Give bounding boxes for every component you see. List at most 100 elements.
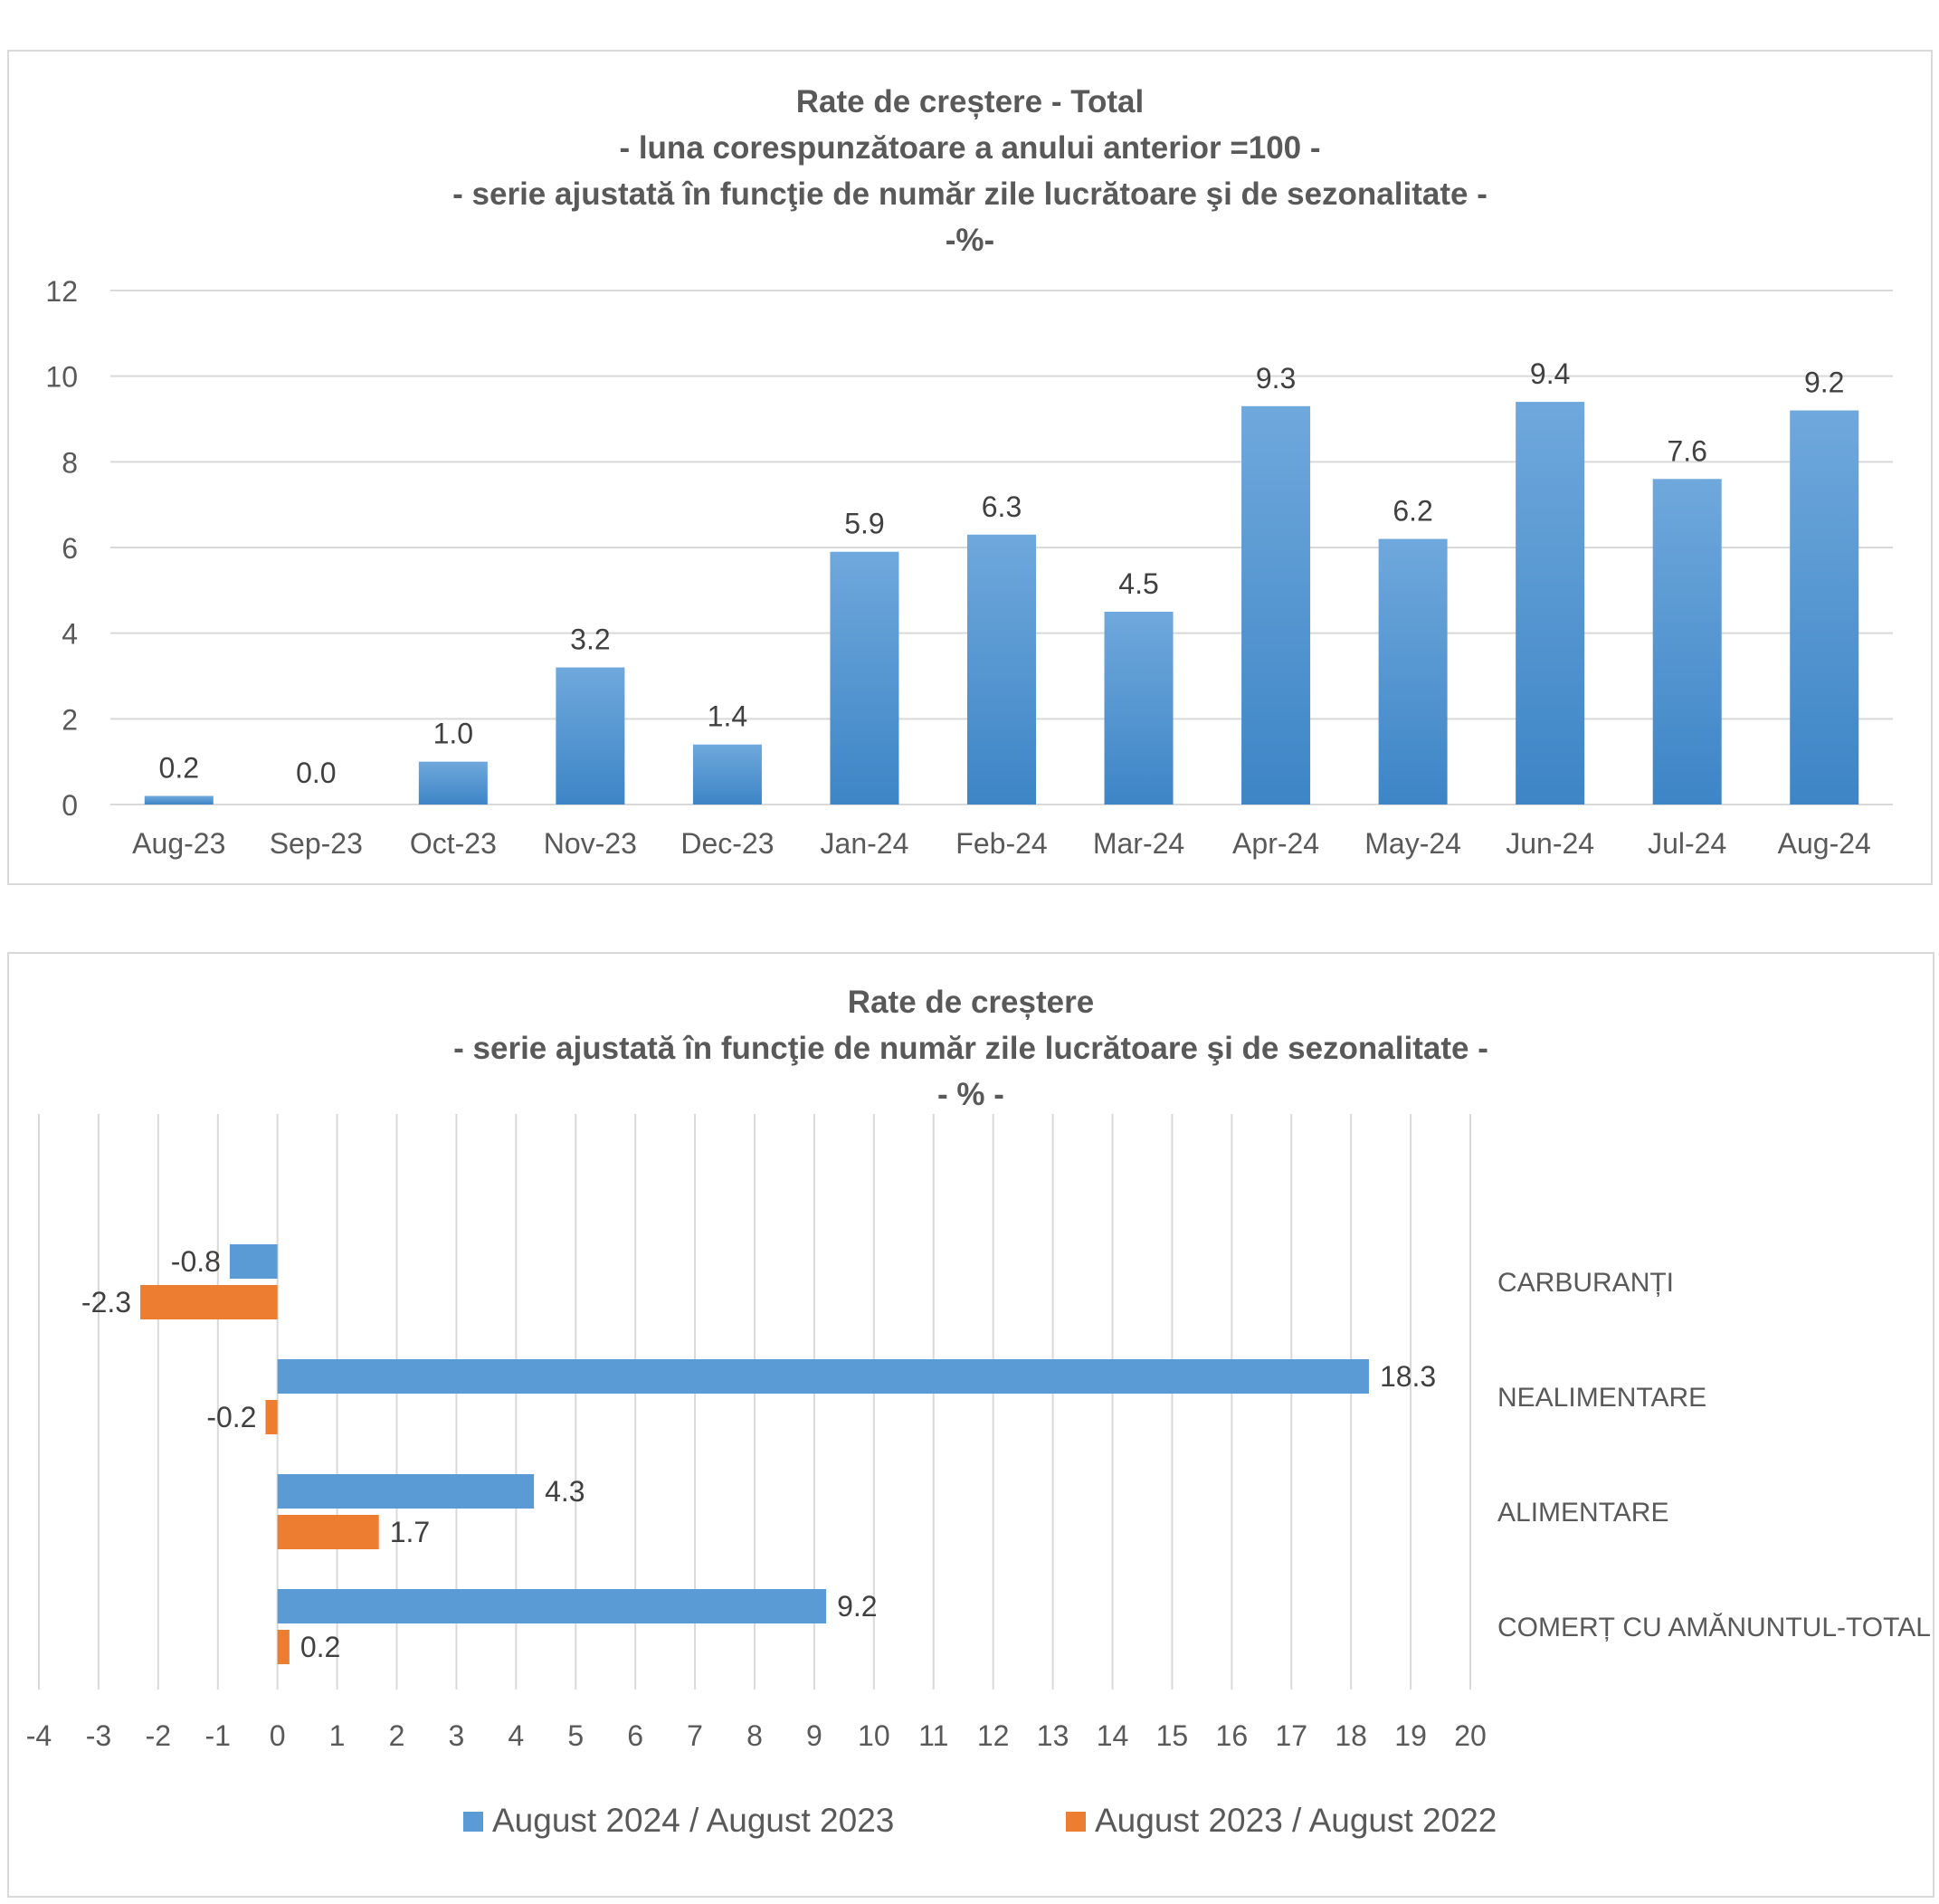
x-tick-label: 5 [567, 1719, 584, 1752]
category-label: COMERȚ CU AMĂNUNTUL-TOTAL [1497, 1613, 1931, 1642]
chart1-svg: 0 2 4 6 8 10 12 0.2 Aug-23 0.0 Sep-23 1.0 Oct-23 3.2 N… [45, 275, 1893, 860]
data-label: -0.2 [206, 1401, 256, 1433]
bar-aug23-aug22 [277, 1515, 379, 1549]
data-label: 3.2 [570, 624, 610, 656]
growth-rate-categories-chart-panel: Rate de creștere - serie ajustată în fun… [7, 952, 1934, 1898]
data-label: 0.2 [159, 752, 199, 785]
x-tick-label: 0 [270, 1719, 286, 1752]
chart2-title-line: - serie ajustată în funcţie de număr zil… [453, 1031, 1488, 1066]
data-label: 1.0 [433, 718, 473, 750]
chart2-svg: -4 -3 -2 -1 0 1 2 3 4 5 6 7 8 9 10 11 12 13 14 15 16 17 18 19 20… [26, 1114, 1931, 1839]
bar-aug23-aug22 [277, 1630, 290, 1664]
data-label: 6.2 [1392, 495, 1432, 528]
data-label: -2.3 [81, 1286, 131, 1319]
category-label: ALIMENTARE [1497, 1498, 1668, 1528]
chart1-title: Rate de creștere - Total - luna corespun… [9, 79, 1931, 263]
x-tick-label: May-24 [1364, 827, 1461, 860]
x-tick-label: 3 [449, 1719, 465, 1752]
x-tick-label: 13 [1037, 1719, 1069, 1752]
x-tick-label: 1 [329, 1719, 346, 1752]
data-label: 9.3 [1256, 362, 1296, 395]
x-tick-label: 7 [687, 1719, 703, 1752]
x-tick-label: Jul-24 [1648, 827, 1726, 860]
y-tick-label: 10 [45, 361, 78, 394]
data-label: 4.5 [1118, 567, 1158, 600]
category-label: NEALIMENTARE [1497, 1383, 1706, 1413]
data-label: 4.3 [545, 1475, 585, 1508]
y-tick-label: 6 [62, 532, 78, 565]
legend-swatch [1066, 1812, 1086, 1832]
y-tick-label: 2 [62, 703, 78, 736]
x-tick-label: 10 [858, 1719, 890, 1752]
chart1-title-line: Rate de creștere - Total [795, 84, 1145, 119]
x-tick-label: Apr-24 [1232, 827, 1319, 860]
bar-aug-23 [144, 795, 214, 804]
bar-aug24-aug23 [277, 1474, 535, 1509]
legend-label: August 2024 / August 2023 [492, 1802, 894, 1839]
data-label: -0.8 [171, 1245, 221, 1278]
x-tick-label: Aug-24 [1778, 827, 1871, 860]
bar-aug24-aug23 [277, 1589, 827, 1623]
x-tick-label: 4 [508, 1719, 524, 1752]
x-tick-label: Aug-23 [132, 827, 225, 860]
data-label: 6.3 [982, 490, 1022, 523]
x-tick-label: Feb-24 [955, 827, 1047, 860]
x-tick-label: 15 [1156, 1719, 1189, 1752]
chart2-title-line: - % - [937, 1077, 1004, 1112]
data-label: 7.6 [1667, 434, 1706, 467]
x-tick-label: 20 [1454, 1719, 1487, 1752]
chart2-title-line: Rate de creștere [847, 985, 1095, 1020]
bar-nov-23 [556, 667, 625, 804]
x-tick-label: Nov-23 [544, 827, 637, 860]
x-tick-label: 6 [627, 1719, 643, 1752]
x-tick-label: 2 [389, 1719, 405, 1752]
bar-jul-24 [1652, 479, 1722, 804]
data-label: 0.0 [296, 757, 336, 789]
bar-jan-24 [830, 551, 899, 804]
x-tick-label: 8 [746, 1719, 763, 1752]
x-tick-label: Oct-23 [410, 827, 497, 860]
y-tick-label: 4 [62, 618, 78, 651]
data-label: 9.2 [1804, 367, 1844, 399]
x-tick-label: Dec-23 [680, 827, 774, 860]
bar-may-24 [1378, 538, 1448, 804]
bar-dec-23 [692, 744, 762, 804]
data-label: 0.2 [300, 1631, 340, 1663]
x-tick-label: Mar-24 [1093, 827, 1184, 860]
data-label: 1.7 [390, 1516, 430, 1548]
data-label: 5.9 [844, 508, 884, 540]
x-tick-label: 17 [1275, 1719, 1307, 1752]
chart2-title: Rate de creștere - serie ajustată în fun… [9, 979, 1933, 1118]
bar-oct-23 [418, 761, 488, 804]
growth-rate-total-chart-panel: Rate de creștere - Total - luna corespun… [7, 50, 1933, 885]
bar-aug-24 [1790, 410, 1859, 804]
x-tick-label: 18 [1335, 1719, 1367, 1752]
data-label: 18.3 [1380, 1360, 1436, 1393]
x-tick-label: 16 [1216, 1719, 1249, 1752]
x-tick-label: 11 [918, 1719, 948, 1752]
bar-apr-24 [1241, 405, 1311, 804]
legend-label: August 2023 / August 2022 [1095, 1802, 1497, 1839]
x-tick-label: 12 [977, 1719, 1010, 1752]
bar-aug23-aug22 [140, 1285, 278, 1319]
x-tick-label: 14 [1097, 1719, 1129, 1752]
x-tick-label: Sep-23 [270, 827, 363, 860]
bar-aug24-aug23 [229, 1244, 278, 1279]
data-label: 9.4 [1530, 357, 1570, 390]
x-tick-label: -4 [26, 1719, 52, 1752]
chart1-title-line: - serie ajustată în funcţie de număr zil… [452, 176, 1488, 212]
category-label: CARBURANȚI [1497, 1268, 1674, 1298]
x-tick-label: -2 [146, 1719, 171, 1752]
x-tick-label: -1 [205, 1719, 231, 1752]
chart1-title-line: - luna corespunzătoare a anului anterior… [619, 130, 1321, 166]
y-tick-label: 0 [62, 789, 78, 822]
x-tick-label: Jun-24 [1506, 827, 1594, 860]
bar-aug23-aug22 [265, 1400, 278, 1434]
bar-jun-24 [1516, 402, 1585, 804]
chart1-title-line: -%- [945, 223, 995, 258]
x-tick-label: 9 [806, 1719, 822, 1752]
legend-swatch [463, 1812, 483, 1832]
data-label: 1.4 [708, 700, 747, 733]
bar-aug24-aug23 [277, 1359, 1369, 1394]
bar-feb-24 [967, 534, 1036, 804]
